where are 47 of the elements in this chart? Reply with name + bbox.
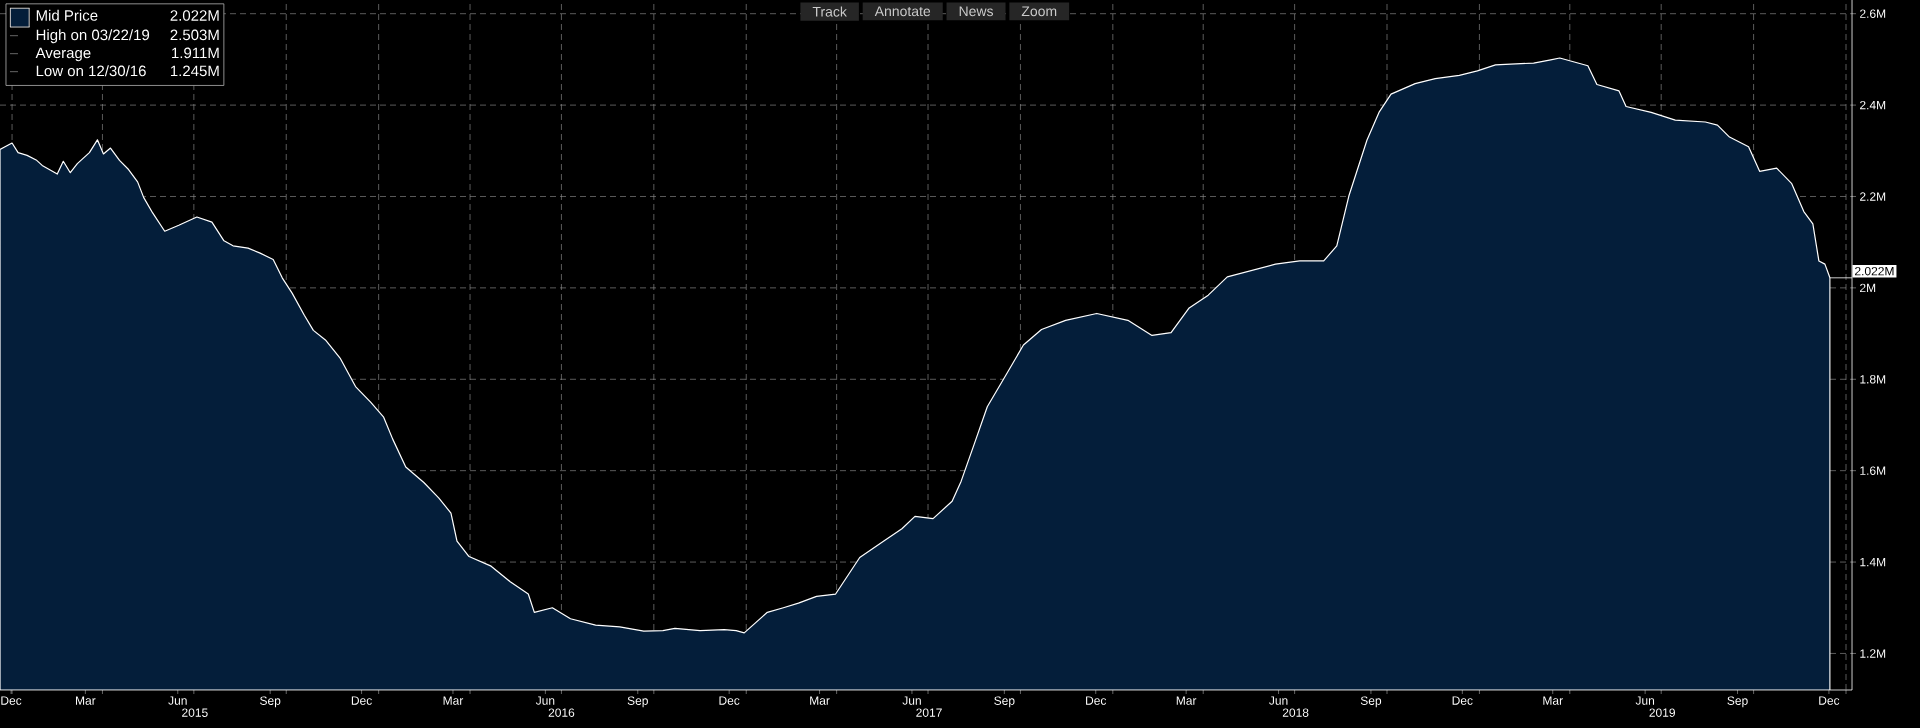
- x-tick-label: Mar: [76, 696, 96, 705]
- x-tick-label: Sep: [627, 696, 648, 708]
- x-tick-label: Dec: [351, 696, 372, 705]
- annotation: Average: [35, 47, 91, 62]
- x-tick-label: Sep: [1727, 696, 1748, 708]
- x-tick-label: Dec: [1086, 696, 1107, 705]
- x-tick-label: Jun: [168, 696, 187, 705]
- x-tick-label: Dec: [1819, 696, 1840, 705]
- y-tick-label: 2M: [1860, 283, 1876, 293]
- y-tick-label: 1.2M: [1860, 649, 1886, 658]
- x-tick-label: Sep: [260, 696, 281, 708]
- annotation: 2.503M: [170, 29, 219, 41]
- y-tick-label: 2.4M: [1860, 100, 1886, 110]
- x2-tick-label: 2019: [1649, 708, 1675, 717]
- y-tick-label: 1.8M: [1860, 375, 1886, 384]
- x-tick-label: Mar: [1176, 696, 1197, 705]
- annotation: Low on 12/30/16: [36, 65, 146, 77]
- annotation: 2.022M: [170, 10, 219, 21]
- x-tick-label: Sep: [994, 696, 1015, 708]
- x2-tick-label: 2015: [182, 708, 208, 717]
- annotation: Zoom: [1021, 6, 1057, 17]
- x-tick-label: Dec: [1452, 696, 1473, 705]
- x-tick-label: Mar: [810, 696, 830, 705]
- x2-tick-label: 2016: [548, 708, 575, 717]
- x-tick-label: Jun: [1269, 696, 1288, 705]
- x-tick-label: Jun: [902, 696, 921, 705]
- x-tick-label: Dec: [719, 696, 740, 705]
- x2-tick-label: 2018: [1282, 708, 1309, 717]
- annotation: 2.022M: [1855, 266, 1894, 276]
- annotation: Annotate: [874, 6, 931, 17]
- x-tick-label: Mar: [443, 696, 464, 705]
- x-tick-label: Sep: [1360, 696, 1382, 708]
- annotation: 1.911M: [172, 47, 219, 59]
- y-tick-label: 1.6M: [1860, 466, 1886, 475]
- annotation: News: [959, 6, 994, 17]
- annotation: High on 03/22/19: [36, 29, 150, 44]
- annotation: Track: [812, 6, 847, 17]
- y-tick-label: 2.6M: [1860, 9, 1886, 18]
- x-tick-label: Dec: [1, 696, 22, 705]
- y-tick-label: 1.4M: [1860, 557, 1886, 567]
- x-tick-label: Mar: [1543, 696, 1563, 705]
- x-tick-label: Jun: [535, 696, 555, 705]
- x2-tick-label: 2017: [916, 708, 942, 717]
- annotation: 1.245M: [170, 65, 219, 77]
- legend-label: Mid Price: [36, 9, 98, 21]
- y-tick-label: 2.2M: [1860, 192, 1886, 201]
- x-tick-label: Jun: [1635, 696, 1655, 705]
